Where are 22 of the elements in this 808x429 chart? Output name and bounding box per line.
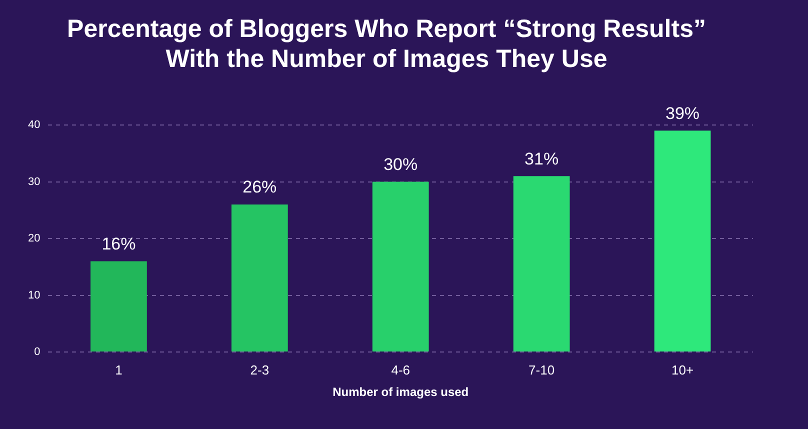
y-tick-label: 20: [28, 232, 40, 245]
y-tick-label: 40: [28, 119, 40, 132]
bar: [654, 130, 711, 352]
data-label: 16%: [102, 234, 136, 254]
data-label: 26%: [242, 178, 277, 197]
chart-title: Percentage of Bloggers Who Report “Strong Results” With the Number of Images They Use: [67, 14, 706, 73]
bar: [231, 204, 288, 352]
x-tick-label: 1: [115, 362, 122, 378]
x-tick-label: 10+: [671, 362, 694, 378]
data-label: 30%: [384, 154, 418, 174]
y-tick-label: 10: [28, 289, 40, 302]
x-tick-label: 4-6: [391, 362, 410, 378]
x-axis-title: Number of images used: [332, 385, 469, 400]
x-tick-label: 7-10: [528, 362, 555, 378]
data-label: 31%: [524, 149, 559, 168]
y-tick-label: 30: [28, 176, 40, 188]
bar: [513, 176, 570, 352]
x-tick-label: 2-3: [250, 362, 270, 378]
bar: [372, 182, 429, 352]
y-tick-label: 0: [34, 346, 40, 358]
data-label: 39%: [666, 104, 700, 123]
bar: [90, 261, 147, 352]
